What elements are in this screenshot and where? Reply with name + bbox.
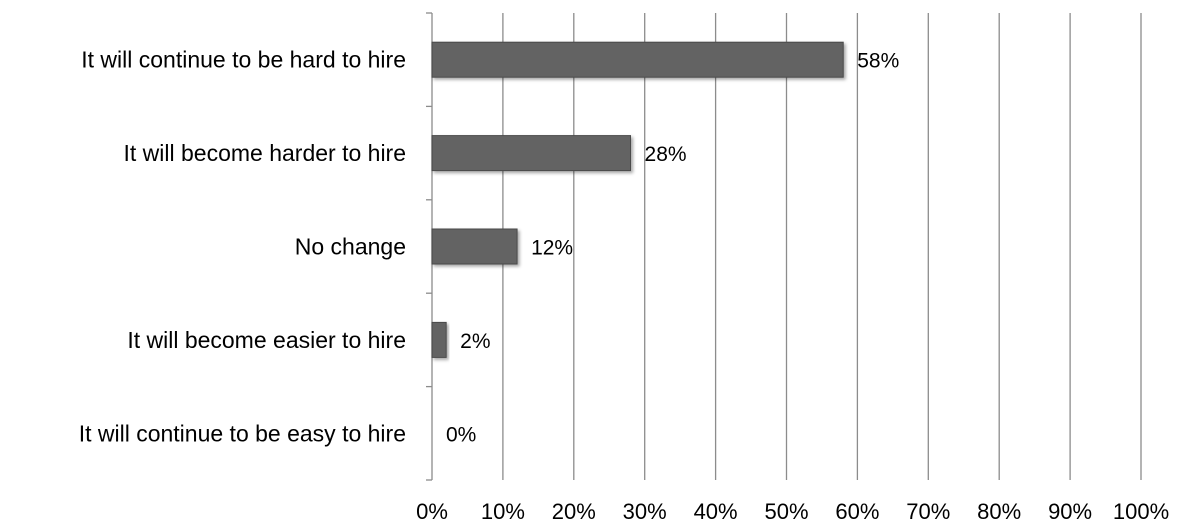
category-label: It will continue to be hard to hire bbox=[81, 47, 406, 73]
data-label: 2% bbox=[460, 330, 490, 353]
data-label: 28% bbox=[645, 143, 687, 166]
x-tick-label: 60% bbox=[835, 499, 879, 524]
x-tick-label: 0% bbox=[416, 499, 448, 524]
bar bbox=[431, 228, 518, 265]
x-tick-label: 20% bbox=[552, 499, 596, 524]
y-axis bbox=[426, 12, 433, 481]
bar bbox=[431, 321, 447, 358]
data-labels: 58% 28% 12% 2% 0% bbox=[446, 50, 899, 447]
category-label: No change bbox=[295, 234, 406, 260]
bar bbox=[431, 135, 632, 172]
x-tick-label: 30% bbox=[623, 499, 667, 524]
gridlines bbox=[502, 13, 1142, 480]
x-tick-label: 40% bbox=[694, 499, 738, 524]
data-label: 0% bbox=[446, 423, 476, 446]
x-tick-label: 70% bbox=[906, 499, 950, 524]
category-labels: It will continue to be hard to hire It wi… bbox=[79, 47, 406, 447]
x-tick-labels: 0% 10% 20% 30% 40% 50% 60% 70% 80% 90% 100% bbox=[416, 499, 1169, 524]
category-label: It will continue to be easy to hire bbox=[79, 420, 406, 446]
x-tick-label: 100% bbox=[1113, 499, 1169, 524]
bar bbox=[431, 41, 844, 78]
bars bbox=[431, 41, 844, 358]
x-tick-label: 50% bbox=[764, 499, 808, 524]
category-label: It will become easier to hire bbox=[127, 327, 406, 353]
category-label: It will become harder to hire bbox=[123, 140, 406, 166]
x-tick-label: 90% bbox=[1048, 499, 1092, 524]
x-tick-label: 80% bbox=[977, 499, 1021, 524]
data-label: 58% bbox=[857, 50, 899, 73]
x-tick-label: 10% bbox=[481, 499, 525, 524]
data-label: 12% bbox=[531, 237, 573, 260]
